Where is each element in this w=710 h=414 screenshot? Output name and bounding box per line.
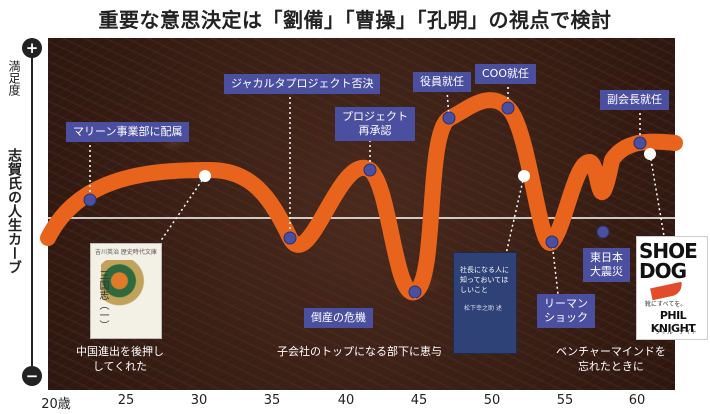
event-dot-jakarta [283,231,297,245]
book-shoedog-author-en: PHIL KNIGHT [650,309,696,335]
x-tick-45: 45 [410,393,428,408]
event-dot-vice-chair [633,136,647,150]
page-title: 重要な意思決定は「劉備」「曹操」「孔明」の視点で検討 [98,8,612,32]
event-label-reapprove: プロジェクト 再承認 [335,107,415,141]
event-label-officer: 役員就任 [413,72,471,92]
event-label-crisis: 倒産の危機 [304,308,373,328]
y-axis-top-label: 満足度 [7,60,21,96]
event-dot-crisis [408,285,422,299]
event-dot-marine [83,193,97,207]
connector-book1 [159,175,206,243]
event-dot-reapprove [363,163,377,177]
book-sanguozhi-cover: 吉川英治 歴史時代文庫 三国志（一） [90,243,162,339]
connector-book3 [649,153,665,237]
event-label-vice-chair: 副会長就任 [600,90,669,110]
x-tick-50: 50 [483,393,501,408]
caption-matsushita: 子会社のトップになる部下に恵与 [277,345,442,358]
swoosh-logo-icon [650,281,684,301]
book-sanguozhi-art [101,260,147,312]
x-tick-20: 20歳 [41,397,71,412]
event-dot-lehman [545,235,559,249]
book-shoedog-title-line1: SHOE [639,239,698,263]
y-axis-line [31,52,33,372]
book-dot-sanguozhi [199,170,211,182]
connector-lehman [551,241,559,295]
book-dot-shoedog [644,148,656,160]
x-tick-60: 60 [628,393,646,408]
book-sanguozhi-volume: 三国志（一） [97,270,108,330]
y-axis-main-label: 志賀氏の人生カーブ [6,148,22,274]
event-label-quake: 東日本 大震災 [583,248,630,282]
event-dot-quake [596,225,610,239]
event-dot-officer [442,111,456,125]
x-tick-40: 40 [337,393,355,408]
x-tick-30: 30 [190,393,208,408]
x-tick-35: 35 [263,393,281,408]
book-shoedog-author-ja: フィル・ナイト [655,329,697,336]
book-shoedog-title: SHOE DOG [639,241,707,281]
event-label-jakarta: ジャカルタプロジェクト否決 [224,74,381,94]
book-matsushita-cover: 社長になる人に知っておいてほしいこと 松下幸之助 述 [453,252,517,354]
x-tick-55: 55 [556,393,574,408]
event-label-marine: マリーン事業部に配属 [66,122,190,142]
event-label-lehman: リーマン ショック [537,294,595,328]
y-axis-plus: + [22,38,42,58]
book-matsushita-author: 松下幸之助 述 [464,305,502,312]
caption-sanguozhi: 中国進出を後押し してくれた [76,345,164,373]
book-shoedog-cover: SHOE DOG 靴にすべてを。 PHIL KNIGHT フィル・ナイト [636,236,708,340]
event-dot-coo [501,101,515,115]
book-dot-matsushita [518,170,530,182]
life-curve [40,92,683,301]
book-shoedog-subtitle: 靴にすべてを。 [645,301,687,308]
x-tick-25: 25 [117,393,135,408]
connector-book2 [505,175,525,255]
caption-shoedog: ベンチャーマインドを 忘れたときに [556,345,666,373]
book-shoedog-title-line2: DOG [639,259,687,283]
event-label-coo: COO就任 [475,64,536,84]
book-matsushita-title: 社長になる人に知っておいてほしいこと [460,266,509,294]
y-axis-minus: − [22,366,42,386]
book-sanguozhi-series: 吉川英治 歴史時代文庫 [95,249,157,256]
